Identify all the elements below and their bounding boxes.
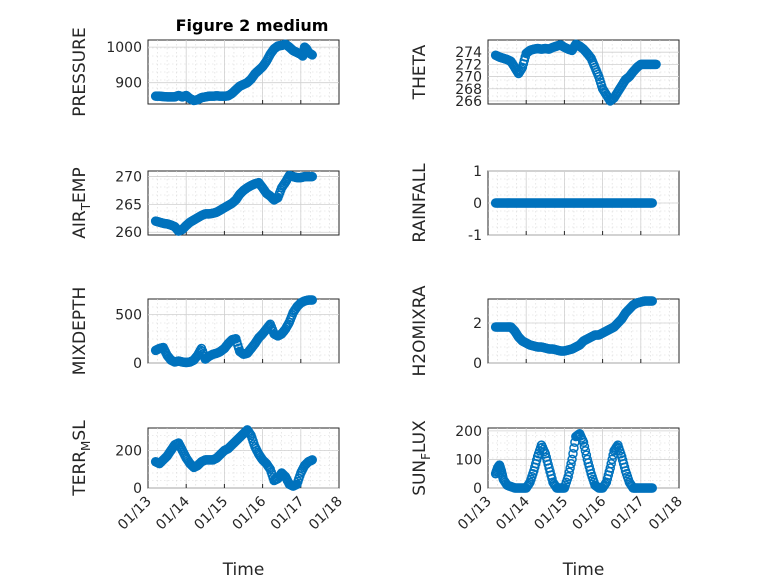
panel-7-xlabel: Time (222, 560, 265, 580)
panel-5-ylabel: MIXDEPTH (70, 287, 90, 376)
panel-4-ytick-label: 1 (473, 164, 482, 180)
panel-6-series (490, 296, 658, 356)
panel-8-xtick-label: 01/17 (608, 494, 648, 534)
panel-8-point-interp (569, 443, 579, 453)
panel-2-ytick-label: 274 (455, 45, 482, 61)
panel-8-point-interp (607, 454, 617, 465)
panel-7-xtick-label: 01/13 (115, 494, 155, 534)
panel-7-ytick-label: 200 (115, 444, 142, 460)
panel-8-xtick-label: 01/14 (493, 493, 533, 533)
panel-2-ytick-label: 266 (455, 94, 482, 110)
panel-8-ylabel-subscript: F (419, 453, 433, 460)
panel-3-point (307, 171, 318, 182)
panel-4-point (647, 198, 658, 208)
panel-3-ylabel-subscript: T (79, 202, 93, 211)
panel-8-point-interp (579, 441, 590, 452)
panel-8-ylabel: SUNFLUX (410, 420, 433, 496)
panel-8-point-interp (564, 467, 574, 478)
panel-5-ytick-label: 0 (133, 356, 142, 372)
panel-5-ytick-label: 500 (115, 308, 142, 324)
panel-7-point (307, 455, 318, 465)
panel-3-series (150, 170, 318, 236)
panel-5: 0 500 MIXDEPTH (70, 287, 340, 376)
panel-8-point (605, 463, 615, 473)
panel-8-point-interp (566, 458, 576, 469)
panel-4-series (490, 198, 658, 208)
panel-1-series (150, 39, 318, 106)
panel-8-xtick-label: 01/15 (531, 494, 571, 534)
panel-2-series (490, 39, 661, 106)
panel-8-ylabel-suffix: LUX (410, 420, 430, 453)
panel-8-point-interp (580, 446, 591, 456)
panel-2-point-interp (584, 51, 594, 61)
panel-4-ytick-label: -1 (468, 228, 482, 244)
panel-8-series (490, 428, 658, 493)
panel-1-ytick-label: 900 (115, 76, 142, 92)
panel-4-ytick-label: 0 (473, 196, 482, 212)
panel-8-point-interp (568, 448, 578, 459)
panel-8-ytick-label: 200 (455, 424, 482, 440)
panel-7-xtick-label: 01/18 (306, 494, 346, 534)
panel-3-ytick-label: 270 (115, 170, 142, 186)
panel-4: -1 0 1 RAINFALL (410, 163, 680, 244)
panel-8-xtick-label: 01/13 (455, 494, 495, 534)
panel-7-ylabel: TERRMSL (70, 420, 93, 497)
panel-2-ytick-label: 268 (455, 82, 482, 98)
panel-7-xtick-label: 01/16 (230, 493, 270, 533)
panel-7-xtick-label: 01/14 (153, 493, 193, 533)
panel-8-point (647, 483, 658, 493)
panel-8-xlabel: Time (562, 560, 605, 580)
panel-5-series (150, 295, 318, 368)
panel-1: 900 1000 PRESSURE (70, 27, 340, 117)
panel-6-ytick-label: 2 (473, 316, 482, 332)
panel-2-point (651, 59, 661, 70)
panel-3-ylabel-suffix: EMP (70, 167, 90, 203)
panel-3-ytick-label: 260 (115, 225, 142, 241)
panel-8-point (563, 471, 573, 482)
panel-8-point (578, 437, 589, 448)
panel-8-point-interp (606, 458, 616, 469)
panel-7-xtick-label: 01/15 (191, 494, 231, 534)
panel-4-ylabel: RAINFALL (410, 163, 430, 243)
panel-8-xtick-label: 01/18 (646, 494, 686, 534)
panel-2-ytick-label: 272 (455, 57, 482, 73)
panel-7-ylabel-subscript: M (79, 441, 93, 451)
panel-8-ytick-label: 100 (455, 452, 482, 468)
panel-7-ylabel-suffix: SL (70, 420, 90, 441)
panel-7-xtick-label: 01/17 (268, 494, 308, 534)
panel-2-ylabel: THETA (410, 44, 430, 100)
figure-title: Figure 2 medium (176, 16, 329, 35)
panel-8-point (567, 454, 577, 465)
panel-7-ytick-label: 0 (133, 481, 142, 497)
panel-8-ytick-label: 0 (473, 481, 482, 497)
panel-6-ylabel: H2OMIXRA (410, 285, 430, 376)
panel-8-point-interp (565, 463, 575, 473)
panel-7-series (150, 425, 318, 491)
panel-1-point (307, 50, 318, 60)
panel-1-ytick-label: 1000 (106, 40, 142, 56)
panel-6-ytick-label: 0 (473, 356, 482, 372)
panel-2-ytick-label: 270 (455, 70, 482, 86)
panel-8-xtick-label: 01/16 (570, 493, 610, 533)
panel-3: 260 265 270 AIRTEMP (70, 167, 340, 241)
panel-3-ylabel: AIRTEMP (70, 167, 93, 238)
panel-6-point (647, 296, 658, 306)
panel-6: 0 2 H2OMIXRA (410, 285, 680, 377)
panel-1-ylabel: PRESSURE (70, 27, 90, 116)
panel-5-point (307, 295, 318, 305)
panel-3-ytick-label: 265 (115, 197, 142, 213)
